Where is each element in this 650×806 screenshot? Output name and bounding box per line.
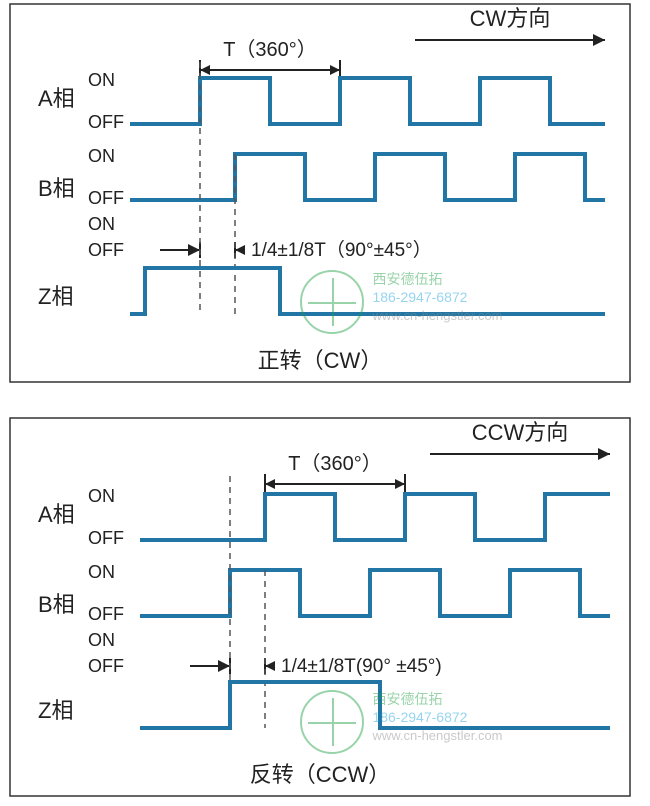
svg-text:ON: ON [88,70,115,90]
svg-text:Z相: Z相 [38,284,73,309]
svg-text:1/4±1/8T（90°±45°）: 1/4±1/8T（90°±45°） [251,239,432,261]
svg-text:反转（CCW）: 反转（CCW） [250,762,391,787]
svg-text:正转（CW）: 正转（CW） [258,348,383,373]
svg-text:OFF: OFF [88,604,124,624]
svg-text:A相: A相 [38,86,75,111]
svg-text:ON: ON [88,214,115,234]
svg-text:CW方向: CW方向 [470,6,551,31]
svg-text:ON: ON [88,146,115,166]
svg-text:T（360°）: T（360°） [223,38,317,61]
svg-text:B相: B相 [38,592,75,617]
svg-text:ON: ON [88,562,115,582]
svg-text:T（360°）: T（360°） [288,452,382,475]
svg-text:OFF: OFF [88,528,124,548]
svg-text:1/4±1/8T(90° ±45°): 1/4±1/8T(90° ±45°) [281,656,442,677]
svg-text:Z相: Z相 [38,698,73,723]
svg-text:OFF: OFF [88,240,124,260]
svg-text:B相: B相 [38,176,75,201]
svg-text:CCW方向: CCW方向 [472,420,569,445]
svg-text:ON: ON [88,630,115,650]
timing-diagram: CW方向 T（360°） A相 ON OFF B相 ON OFF ON OFF 1/4±1/8T（9… [0,0,650,801]
svg-text:ON: ON [88,486,115,506]
svg-text:OFF: OFF [88,656,124,676]
svg-text:A相: A相 [38,502,75,527]
svg-text:OFF: OFF [88,188,124,208]
svg-text:OFF: OFF [88,112,124,132]
